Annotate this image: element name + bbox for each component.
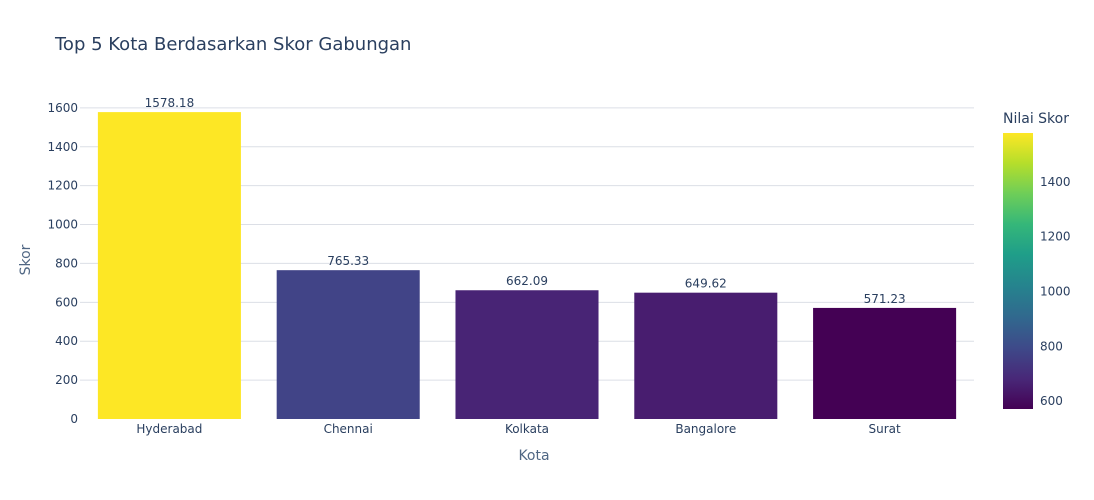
y-axis-title: Skor (18, 244, 34, 275)
bar-bangalore (634, 292, 778, 419)
y-tick-label: 800 (55, 256, 78, 270)
colorbar-title: Nilai Skor (1003, 111, 1069, 127)
colorbar-tick-label: 1000 (1040, 284, 1071, 298)
x-axis-ticks: Hyderabad Chennai Kolkata Bangalore Surat (136, 422, 901, 436)
y-axis-ticks: 0 200 400 600 800 1000 1200 1400 1600 (47, 101, 78, 426)
y-tick-label: 1200 (47, 179, 78, 193)
bar-value-label: 662.09 (506, 274, 548, 288)
bar-value-label: 571.23 (864, 292, 906, 306)
colorbar-tick-label: 1400 (1040, 175, 1071, 189)
bar-hyderabad (97, 112, 241, 419)
colorbar-tick-label: 1200 (1040, 230, 1071, 244)
chart-title: Top 5 Kota Berdasarkan Skor Gabungan (54, 34, 411, 55)
bar-value-label: 649.62 (685, 277, 727, 291)
x-tick-label: Bangalore (675, 422, 736, 436)
colorbar: Nilai Skor 600 800 1000 1200 1400 (1003, 111, 1071, 409)
bars: 1578.18 765.33 662.09 649.62 571.23 (97, 96, 957, 419)
y-tick-label: 1000 (47, 218, 78, 232)
bar-chennai (276, 270, 420, 419)
bar-value-label: 765.33 (327, 254, 369, 268)
y-tick-label: 600 (55, 295, 78, 309)
bar-kolkata (455, 290, 599, 419)
y-tick-label: 200 (55, 373, 78, 387)
colorbar-ticks: 600 800 1000 1200 1400 (1040, 175, 1071, 408)
bar-value-label: 1578.18 (145, 96, 195, 110)
x-tick-label: Surat (868, 422, 901, 436)
x-tick-label: Hyderabad (136, 422, 202, 436)
colorbar-gradient (1003, 133, 1033, 409)
y-tick-label: 0 (70, 412, 78, 426)
x-tick-label: Kolkata (505, 422, 549, 436)
y-tick-label: 1600 (47, 101, 78, 115)
colorbar-tick-label: 600 (1040, 394, 1063, 408)
y-tick-label: 400 (55, 334, 78, 348)
x-tick-label: Chennai (324, 422, 373, 436)
colorbar-tick-label: 800 (1040, 339, 1063, 353)
bar-surat (813, 307, 957, 419)
x-axis-title: Kota (518, 448, 549, 464)
y-tick-label: 1400 (47, 140, 78, 154)
